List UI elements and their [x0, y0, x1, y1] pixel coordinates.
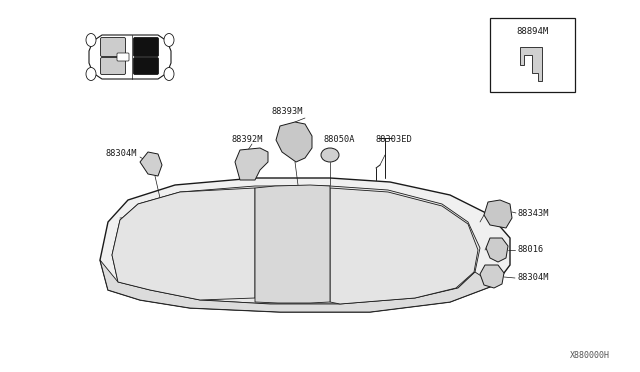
- Polygon shape: [100, 178, 510, 312]
- Polygon shape: [484, 200, 512, 228]
- Ellipse shape: [321, 148, 339, 162]
- Text: 88894M: 88894M: [516, 28, 548, 36]
- Text: X880000H: X880000H: [570, 350, 610, 359]
- Text: 88343M: 88343M: [517, 208, 548, 218]
- Text: 88304M: 88304M: [517, 273, 548, 282]
- Polygon shape: [520, 47, 541, 81]
- FancyBboxPatch shape: [100, 38, 125, 57]
- Polygon shape: [276, 122, 312, 162]
- Text: 88304M: 88304M: [105, 150, 136, 158]
- Text: 88393M: 88393M: [272, 108, 303, 116]
- Polygon shape: [255, 185, 330, 303]
- Polygon shape: [480, 265, 504, 288]
- Polygon shape: [486, 238, 508, 262]
- Ellipse shape: [164, 33, 174, 46]
- Polygon shape: [100, 260, 495, 312]
- Polygon shape: [112, 188, 255, 300]
- FancyBboxPatch shape: [134, 38, 159, 57]
- Ellipse shape: [86, 67, 96, 80]
- Polygon shape: [330, 188, 478, 304]
- Text: 88050A: 88050A: [323, 135, 355, 144]
- Polygon shape: [112, 186, 480, 304]
- FancyBboxPatch shape: [134, 58, 159, 74]
- FancyBboxPatch shape: [100, 58, 125, 74]
- Text: 88303ED: 88303ED: [375, 135, 412, 144]
- Ellipse shape: [164, 67, 174, 80]
- Text: 88392M: 88392M: [232, 135, 264, 144]
- Polygon shape: [235, 148, 268, 180]
- Text: 88016: 88016: [517, 246, 543, 254]
- Polygon shape: [89, 35, 171, 79]
- Bar: [490, 18, 575, 92]
- Polygon shape: [140, 152, 162, 176]
- Ellipse shape: [86, 33, 96, 46]
- FancyBboxPatch shape: [117, 53, 129, 61]
